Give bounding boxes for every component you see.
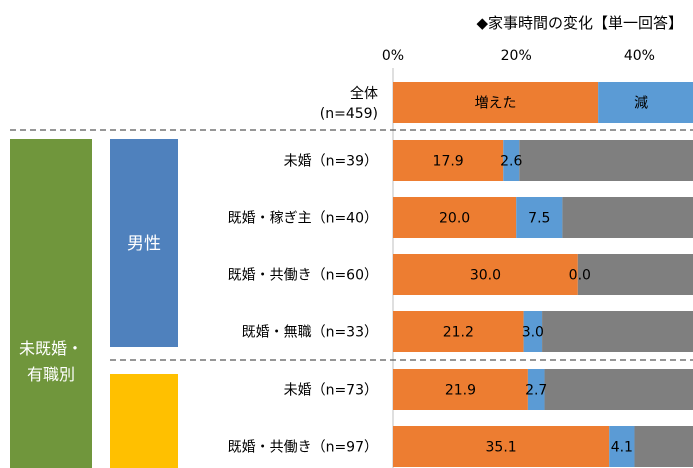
data-label-decreased: 3.0 — [522, 325, 544, 341]
data-label-decreased: 2.7 — [525, 383, 547, 399]
bar-increased — [393, 197, 517, 238]
bar-increased — [393, 82, 599, 123]
row-label: 未婚（n=73） — [284, 383, 378, 399]
bar-increased — [393, 254, 578, 295]
chart-title: ◆家事時間の変化【単一回答】 — [476, 14, 683, 32]
row-labels: 全体 (n=459) 未婚（n=39） 既婚・稼ぎ主（n=40） 既婚・共働き（n=60… — [228, 85, 378, 456]
data-label-increased: 21.9 — [445, 383, 476, 399]
bar-decreased — [527, 369, 545, 410]
data-label-decreased: 7.5 — [528, 211, 550, 227]
data-label-increased: 35.1 — [486, 440, 517, 456]
row-label: 既婚・共働き（n=97） — [228, 440, 378, 456]
group-boxes: 未既婚・有職別 男性 — [10, 129, 693, 468]
group-box-male — [110, 139, 178, 347]
data-label-increased: 17.9 — [433, 154, 464, 170]
data-label-decreased: 0.0 — [569, 268, 591, 284]
data-label-decreased: 4.1 — [611, 440, 633, 456]
data-label-decreased: 2.6 — [500, 154, 522, 170]
row-sublabel: (n=459) — [320, 106, 378, 122]
bar-other — [542, 311, 693, 352]
row-label: 全体 — [350, 85, 378, 102]
x-tick-label: 0% — [382, 48, 404, 64]
bars: 増えた 減 17.9 2.6 20.0 7.5 30.0 0.0 21.2 3.0 21.9 2.7 3… — [393, 82, 693, 467]
bar-decreased — [609, 426, 635, 467]
row-label: 既婚・稼ぎ主（n=40） — [228, 211, 378, 227]
row-label: 未婚（n=39） — [284, 154, 378, 170]
bar-other — [562, 197, 693, 238]
bar-decreased — [503, 140, 520, 181]
data-label-increased: 20.0 — [439, 211, 470, 227]
bar-other — [577, 254, 693, 295]
bar-other — [519, 140, 693, 181]
row-label: 既婚・無職（n=33） — [242, 325, 378, 341]
bar-other — [544, 369, 693, 410]
bar-decreased — [598, 82, 693, 123]
bar-decreased — [523, 311, 543, 352]
group-label-unmarried-employed: 未既婚・ — [19, 339, 83, 358]
data-label-increased: 30.0 — [470, 268, 501, 284]
x-tick-label: 20% — [501, 48, 532, 64]
data-label-increased: 21.2 — [443, 325, 474, 341]
x-tick-label: 40% — [624, 48, 655, 64]
group-label-unmarried-employed: 有職別 — [27, 365, 75, 384]
bar-decreased — [516, 197, 563, 238]
bar-increased — [393, 140, 504, 181]
group-box-female — [110, 374, 178, 468]
row-label: 既婚・共働き（n=60） — [228, 268, 378, 284]
bar-increased — [393, 369, 528, 410]
group-label-male: 男性 — [127, 234, 161, 254]
data-label-decreased: 減 — [634, 95, 648, 112]
bar-other — [634, 426, 693, 467]
bar-increased — [393, 426, 610, 467]
group-box-unmarried-employed — [10, 139, 92, 468]
data-label-increased: 増えた — [475, 96, 517, 112]
bar-increased — [393, 311, 524, 352]
